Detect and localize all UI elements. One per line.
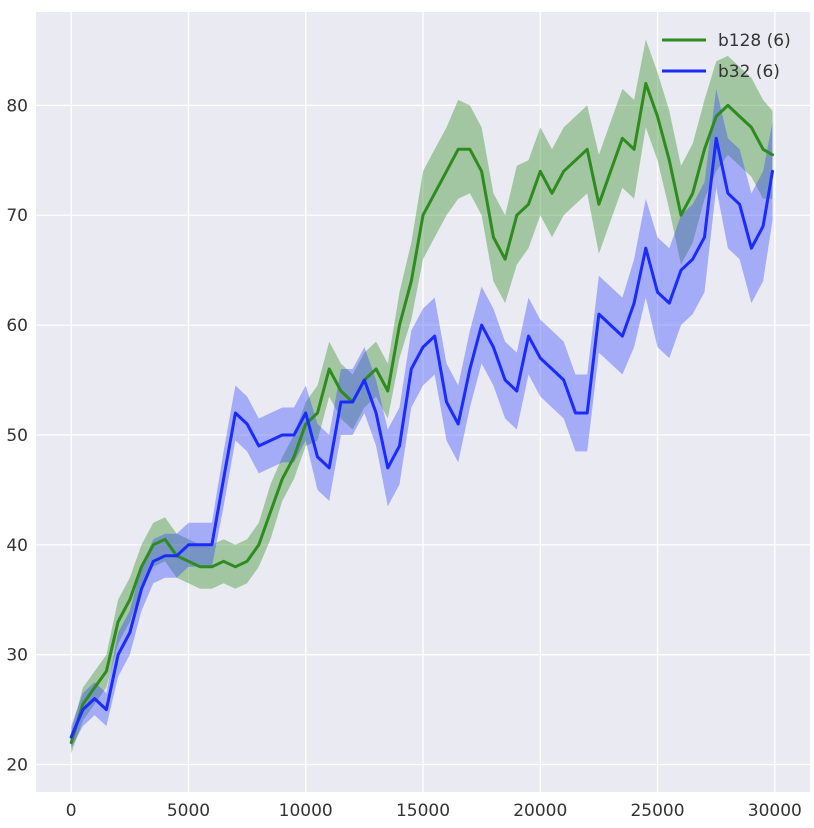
series-line-0: [69, 81, 774, 745]
series-line-1: [69, 136, 774, 739]
x-tick-label: 5000: [167, 801, 210, 821]
x-tick-label: 30000: [748, 801, 802, 821]
x-tick-label: 20000: [513, 801, 567, 821]
x-tick-label: 0: [66, 801, 77, 821]
legend-label: b128 (6): [718, 31, 791, 51]
y-tick-label: 30: [6, 646, 28, 666]
series-band-0: [71, 39, 773, 754]
x-tick-label: 10000: [279, 801, 333, 821]
series-layer: [69, 39, 774, 754]
legend: b128 (6) b32 (6): [662, 31, 791, 82]
grid: [36, 12, 810, 792]
y-axis-ticks: 20 30 40 50 60 70 80: [6, 96, 28, 775]
y-tick-label: 20: [6, 756, 28, 776]
legend-label: b32 (6): [718, 62, 780, 82]
x-axis-ticks: 0 5000 10000 15000 20000 25000 30000: [66, 801, 802, 821]
y-tick-label: 60: [6, 316, 28, 336]
x-tick-label: 15000: [396, 801, 450, 821]
y-tick-label: 70: [6, 206, 28, 226]
y-tick-label: 50: [6, 426, 28, 446]
y-tick-label: 80: [6, 96, 28, 116]
x-tick-label: 25000: [630, 801, 684, 821]
y-tick-label: 40: [6, 536, 28, 556]
